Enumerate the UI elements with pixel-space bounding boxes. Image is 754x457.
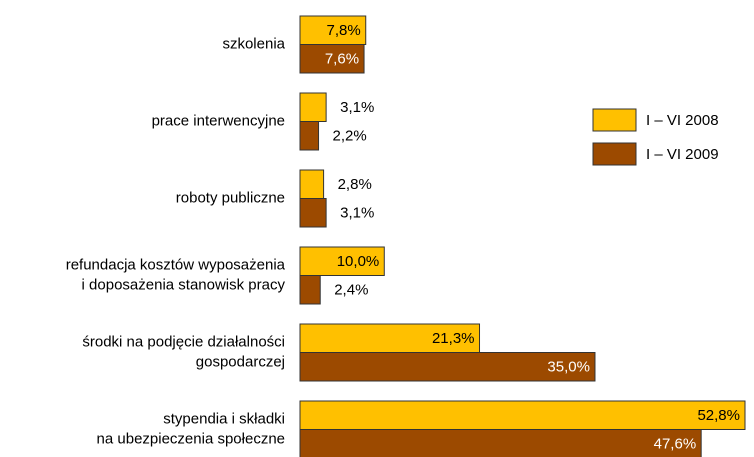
- category-label: i doposażenia stanowisk pracy: [82, 276, 286, 293]
- bar: [299, 352, 596, 382]
- data-label: 21,3%: [432, 330, 475, 347]
- category-label: środki na podjęcie działalności: [82, 333, 285, 350]
- category-label: roboty publiczne: [176, 189, 285, 206]
- bar: [299, 275, 321, 305]
- data-label: 52,8%: [697, 407, 740, 424]
- bar: [299, 323, 481, 353]
- bar: [299, 400, 746, 430]
- bar: [299, 198, 327, 228]
- category-label: prace interwencyjne: [152, 112, 285, 129]
- data-label: 3,1%: [340, 99, 374, 116]
- data-label: 2,4%: [334, 282, 368, 299]
- bar: [299, 169, 325, 199]
- data-label: 47,6%: [654, 436, 697, 453]
- category-label: szkolenia: [222, 35, 285, 52]
- data-label: 35,0%: [547, 359, 590, 376]
- legend-label: I – VI 2009: [646, 146, 719, 163]
- bar: [299, 15, 367, 45]
- category-label: stypendia i składki: [163, 410, 285, 427]
- bar: [299, 92, 327, 122]
- category-label: refundacja kosztów wyposażenia: [66, 256, 286, 273]
- legend-swatch: [592, 142, 637, 166]
- bar: [299, 44, 365, 74]
- bar: [299, 429, 702, 457]
- category-label: gospodarczej: [196, 353, 285, 370]
- bar: [299, 246, 385, 276]
- bar: [299, 121, 320, 151]
- legend-swatch: [592, 108, 637, 132]
- data-label: 7,8%: [327, 22, 361, 39]
- data-label: 2,8%: [338, 176, 372, 193]
- data-label: 2,2%: [333, 128, 367, 145]
- data-label: 3,1%: [340, 205, 374, 222]
- data-label: 7,6%: [325, 51, 359, 68]
- data-label: 10,0%: [337, 253, 380, 270]
- category-label: na ubezpieczenia społeczne: [97, 430, 285, 447]
- legend-label: I – VI 2008: [646, 112, 719, 129]
